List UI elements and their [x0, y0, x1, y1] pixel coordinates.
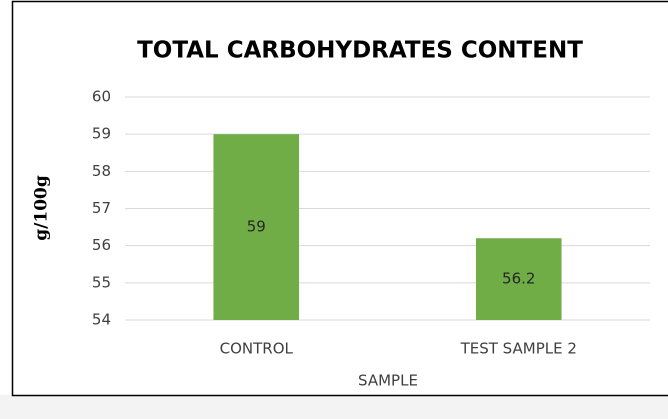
bar	[213, 134, 300, 320]
data-label: 59	[247, 218, 266, 236]
bar	[475, 238, 562, 320]
bottom-strip	[0, 395, 668, 419]
chart-border	[11, 0, 668, 397]
chart-title: TOTAL CARBOHYDRATES CONTENT	[137, 38, 583, 64]
y-tick-label: 56	[92, 236, 111, 254]
y-axis-label: g/100g	[32, 175, 52, 241]
data-label: 56.2	[502, 270, 535, 288]
y-tick-label: 54	[92, 311, 111, 329]
y-tick-label: 58	[92, 162, 111, 180]
x-tick-label: CONTROL	[220, 340, 294, 358]
y-tick-label: 59	[92, 125, 111, 143]
x-tick-label: TEST SAMPLE 2	[460, 340, 577, 358]
y-tick-label: 55	[92, 273, 111, 291]
y-tick-label: 57	[92, 199, 111, 217]
y-tick-label: 60	[92, 88, 111, 106]
x-axis-label: SAMPLE	[358, 372, 418, 390]
